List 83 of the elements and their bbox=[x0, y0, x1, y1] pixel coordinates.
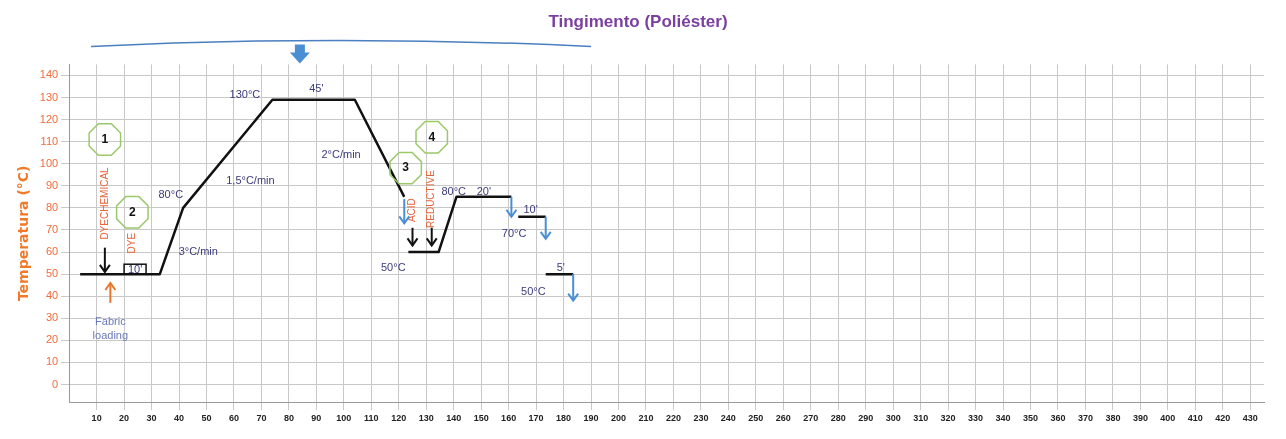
x-tick-label: 240 bbox=[720, 413, 736, 424]
x-tick-label: 100 bbox=[336, 413, 352, 424]
x-tick-label: 50 bbox=[201, 413, 212, 424]
annotation: 4 bbox=[428, 129, 436, 144]
x-tick-label: 400 bbox=[1160, 413, 1176, 424]
x-tick-label: 150 bbox=[473, 413, 489, 424]
annotation: 2°C/min bbox=[321, 147, 361, 160]
x-tick-label: 230 bbox=[693, 413, 709, 424]
x-tick-label: 300 bbox=[885, 413, 901, 424]
x-tick-label: 210 bbox=[638, 413, 654, 424]
annotation: 5' bbox=[556, 260, 565, 273]
annotation: 3°C/min bbox=[178, 245, 218, 258]
annotation: 2 bbox=[128, 204, 136, 219]
x-tick-label: 250 bbox=[748, 413, 764, 424]
annotation: ACID bbox=[406, 198, 418, 223]
annotation: 45' bbox=[309, 81, 324, 94]
annotation: 80°C bbox=[158, 187, 184, 200]
y-axis-title: Temperatura (°C) bbox=[15, 165, 32, 302]
x-tick-label: 270 bbox=[803, 413, 819, 424]
x-tick-label: 140 bbox=[446, 413, 462, 424]
y-tick-label: 70 bbox=[45, 223, 59, 236]
x-tick-label: 290 bbox=[858, 413, 874, 424]
y-tick-label: 40 bbox=[45, 289, 59, 302]
annotation: 50°C bbox=[380, 260, 406, 273]
annotation: REDUCTIVE bbox=[425, 169, 437, 228]
x-tick-label: 340 bbox=[995, 413, 1011, 424]
x-tick-label: 330 bbox=[968, 413, 984, 424]
y-tick-label: 0 bbox=[52, 377, 59, 390]
x-tick-label: 180 bbox=[556, 413, 572, 424]
annotation: 80°C bbox=[441, 185, 467, 198]
x-tick-label: 60 bbox=[228, 413, 239, 424]
annotation: 1,5°C/min bbox=[226, 174, 275, 187]
y-tick-label: 120 bbox=[39, 112, 59, 125]
y-tick-label: 80 bbox=[45, 200, 59, 213]
x-tick-label: 170 bbox=[528, 413, 544, 424]
y-tick-label: 140 bbox=[39, 68, 59, 81]
annotation: 20' bbox=[476, 185, 492, 198]
x-tick-label: 90 bbox=[311, 413, 322, 424]
x-tick-label: 380 bbox=[1105, 413, 1121, 424]
x-tick-label: 110 bbox=[364, 413, 379, 424]
x-tick-label: 360 bbox=[1050, 413, 1066, 424]
annotation: 10' bbox=[523, 203, 538, 216]
y-tick-label: 110 bbox=[40, 134, 59, 147]
x-tick-label: 430 bbox=[1242, 413, 1258, 424]
y-tick-label: 20 bbox=[45, 333, 59, 346]
x-tick-label: 130 bbox=[418, 413, 434, 424]
annotation: DYECHEMICAL bbox=[98, 166, 110, 240]
x-tick-label: 200 bbox=[610, 413, 627, 424]
x-tick-label: 310 bbox=[913, 413, 929, 424]
y-tick-label: 30 bbox=[45, 311, 59, 324]
x-tick-label: 20 bbox=[119, 413, 130, 424]
annotation: 130°C bbox=[229, 88, 261, 101]
annotation: 70°C bbox=[501, 227, 527, 240]
x-tick-label: 40 bbox=[174, 413, 185, 424]
annotation: 50°C bbox=[521, 284, 546, 297]
x-tick-label: 190 bbox=[583, 413, 599, 424]
x-tick-label: 420 bbox=[1215, 413, 1231, 424]
y-tick-label: 90 bbox=[45, 178, 59, 191]
annotation: DYE bbox=[126, 232, 138, 254]
x-tick-label: 260 bbox=[775, 413, 791, 424]
x-tick-label: 390 bbox=[1132, 413, 1148, 424]
annotation: 3 bbox=[402, 160, 410, 175]
y-tick-label: 100 bbox=[39, 156, 59, 169]
x-tick-label: 10 bbox=[91, 413, 102, 424]
x-tick-label: 160 bbox=[501, 413, 517, 424]
y-tick-label: 50 bbox=[45, 267, 59, 280]
y-tick-label: 10 bbox=[45, 355, 59, 368]
chart-title: Tingimento (Poliéster) bbox=[548, 11, 728, 31]
x-tick-label: 320 bbox=[940, 413, 956, 424]
x-tick-label: 220 bbox=[665, 413, 681, 424]
y-tick-label: 130 bbox=[39, 90, 59, 103]
x-tick-label: 350 bbox=[1023, 413, 1039, 424]
x-tick-label: 280 bbox=[830, 413, 846, 424]
x-tick-label: 120 bbox=[391, 413, 407, 424]
x-tick-label: 410 bbox=[1187, 413, 1203, 424]
y-tick-label: 60 bbox=[45, 245, 59, 258]
x-tick-label: 370 bbox=[1077, 413, 1093, 424]
annotation: Fabric loading bbox=[92, 315, 129, 342]
x-tick-label: 70 bbox=[256, 413, 267, 424]
annotation: 1 bbox=[101, 131, 109, 146]
x-tick-label: 30 bbox=[146, 413, 157, 424]
x-tick-label: 80 bbox=[283, 413, 294, 424]
annotation: 10' bbox=[127, 262, 143, 275]
